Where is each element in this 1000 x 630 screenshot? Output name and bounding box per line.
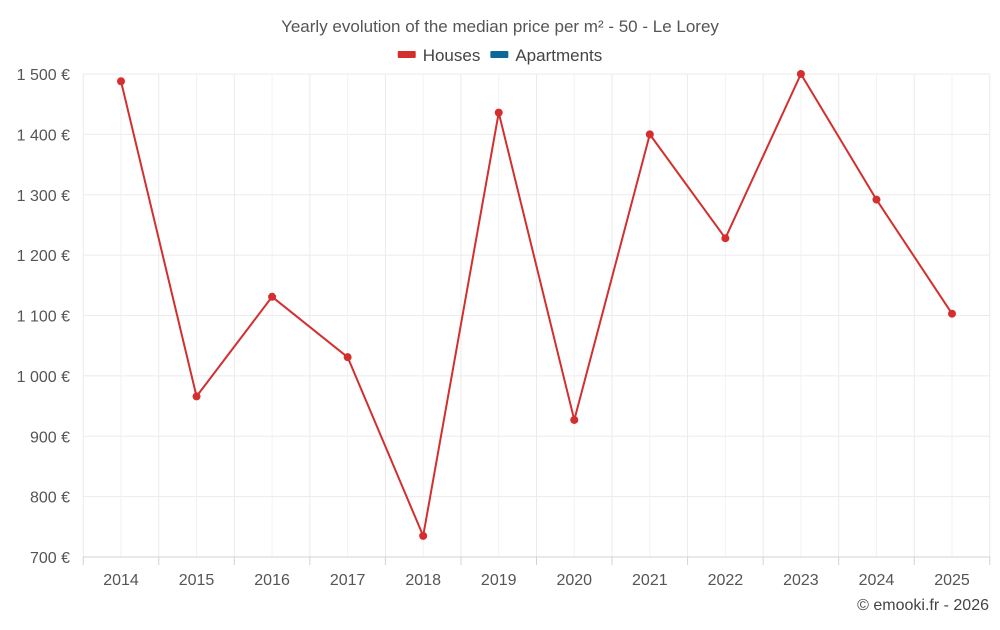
x-tick-label: 2017 [330, 572, 366, 589]
y-tick-label: 1 200 € [17, 248, 70, 265]
y-tick-label: 1 100 € [17, 309, 70, 326]
series-line [120, 73, 953, 537]
x-tick-label: 2022 [708, 572, 744, 589]
data-point[interactable] [343, 353, 352, 362]
x-tick-label: 2014 [103, 572, 139, 589]
x-tick-label: 2024 [859, 572, 895, 589]
credit-text: © emooki.fr - 2026 [857, 597, 989, 614]
data-point[interactable] [796, 70, 805, 78]
y-tick-label: 1 000 € [17, 369, 70, 386]
y-tick-label: 1 300 € [17, 188, 70, 205]
y-tick-label: 900 € [30, 429, 70, 446]
x-axis: 2014 2015 2016 2017 2018 2019 2020 2021 2022 2023… [82, 556, 991, 589]
y-tick-label: 1 400 € [17, 127, 70, 144]
x-tick-label: 2019 [481, 572, 517, 589]
x-tick-label: 2018 [405, 572, 441, 589]
legend-swatch [490, 51, 509, 58]
data-point[interactable] [721, 234, 730, 243]
legend-item[interactable]: Apartments [490, 46, 602, 65]
x-tick-label: 2021 [632, 572, 668, 589]
legend: Houses Apartments [397, 46, 602, 65]
data-point[interactable] [872, 195, 881, 204]
legend-label: Houses [423, 46, 481, 65]
x-tick-label: 2023 [783, 572, 819, 589]
legend-swatch [397, 51, 416, 58]
data-point[interactable] [570, 415, 579, 424]
data-point[interactable] [948, 309, 956, 318]
legend-item[interactable]: Houses [397, 46, 481, 65]
y-axis: 700 € 800 € 900 € 1 000 € 1 100 € 1 200 € 1 30… [17, 67, 70, 567]
x-tick-label: 2025 [934, 572, 970, 589]
data-point[interactable] [117, 77, 125, 86]
y-tick-label: 800 € [30, 490, 70, 507]
data-point[interactable] [494, 108, 503, 117]
data-point[interactable] [419, 531, 428, 540]
y-tick-label: 700 € [30, 550, 70, 567]
legend-label: Apartments [515, 46, 602, 65]
chart-title: Yearly evolution of the median price per… [281, 17, 719, 36]
x-tick-label: 2020 [556, 572, 592, 589]
x-tick-label: 2015 [179, 572, 215, 589]
y-tick-label: 1 500 € [17, 67, 70, 84]
grid [82, 73, 991, 557]
data-point[interactable] [192, 392, 201, 401]
data-point[interactable] [645, 130, 654, 139]
data-point[interactable] [268, 292, 277, 301]
plot-area [117, 70, 956, 540]
x-tick-label: 2016 [254, 572, 290, 589]
